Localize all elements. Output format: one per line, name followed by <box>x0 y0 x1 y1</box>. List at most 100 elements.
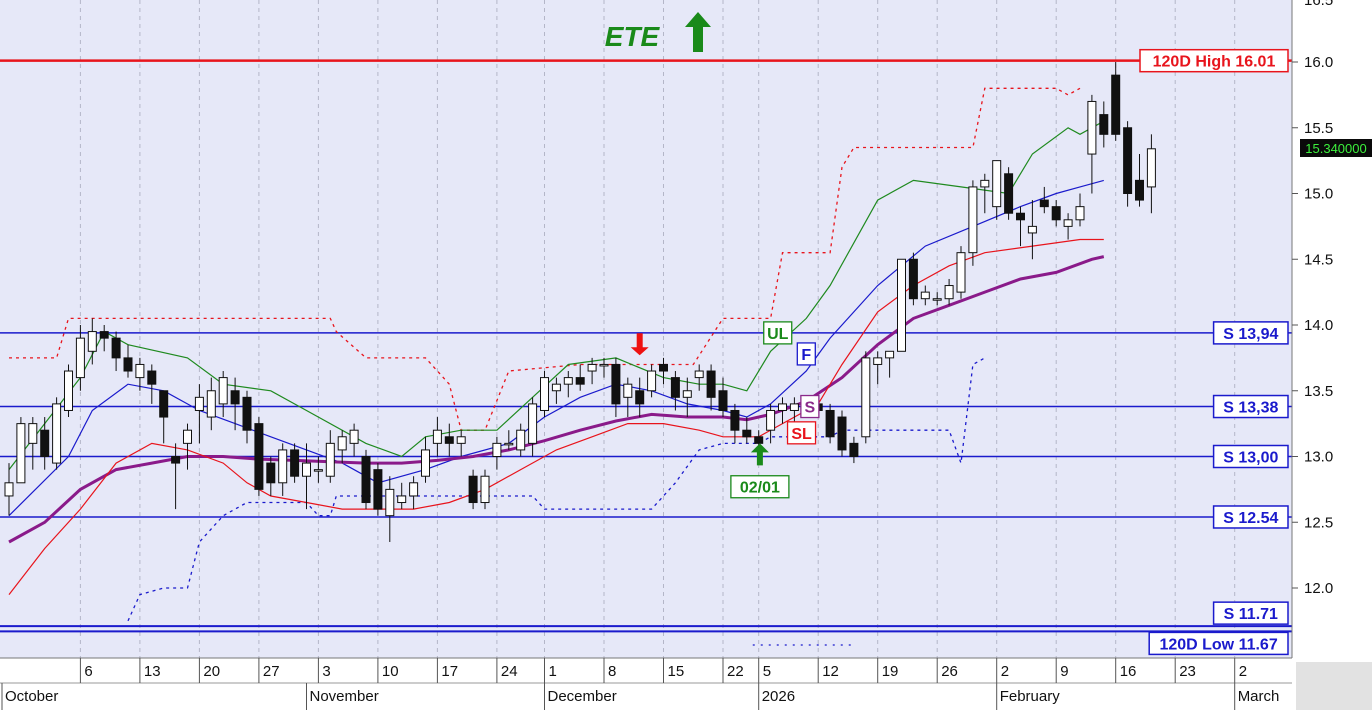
candle-81 <box>968 180 978 266</box>
x-tick-label-11: 22 <box>727 663 744 680</box>
candle-body-69 <box>825 409 835 438</box>
x-tick-label-4: 3 <box>322 663 330 680</box>
candle-body-83 <box>992 160 1002 208</box>
candle-body-36 <box>432 429 442 444</box>
candle-body-84 <box>1004 173 1014 214</box>
month-label-2: December <box>548 688 617 705</box>
level-label-text-4: S 12.54 <box>1223 510 1278 527</box>
candle-95 <box>1135 154 1144 207</box>
sell-arrow-icon <box>630 333 649 356</box>
candle-body-55 <box>659 363 668 372</box>
candle-body-38 <box>456 436 466 444</box>
candle-93 <box>1111 62 1121 141</box>
candle-body-5 <box>64 370 73 411</box>
level-label-text-0: 120D High 16.01 <box>1153 54 1276 71</box>
level-label-box-0 <box>1139 48 1289 73</box>
level-label-4: S 12.54 <box>1212 505 1289 529</box>
candle-94 <box>1123 121 1133 207</box>
candle-23 <box>278 443 288 496</box>
candle-41 <box>492 436 502 470</box>
candle-body-53 <box>635 390 645 405</box>
level-label-text-2: S 13,38 <box>1223 400 1278 417</box>
candle-body-44 <box>528 403 538 444</box>
candle-50 <box>599 357 609 378</box>
candle-body-52 <box>623 383 633 398</box>
x-tick-label-9: 8 <box>608 663 616 680</box>
grid <box>79 0 1236 658</box>
candle-27 <box>325 430 335 483</box>
candle-body-79 <box>944 285 954 300</box>
candle-body-70 <box>837 416 847 451</box>
month-label-5: March <box>1238 688 1280 705</box>
annotation-text-4: 02/01 <box>740 480 780 497</box>
candle-65 <box>778 397 787 424</box>
candle-47 <box>563 371 573 398</box>
candle-3 <box>40 417 50 470</box>
plot-background <box>0 0 1292 658</box>
chart-title: ETE <box>605 12 711 52</box>
candle-body-49 <box>587 363 597 372</box>
annotation-box-0 <box>763 321 793 345</box>
candle-body-82 <box>980 179 990 188</box>
candle-body-65 <box>778 403 787 411</box>
candle-17 <box>206 377 216 431</box>
candles <box>4 62 1156 542</box>
candle-60 <box>718 377 728 418</box>
candle-body-94 <box>1123 127 1133 194</box>
stop-line-0 <box>9 87 1081 431</box>
candle-body-29 <box>349 429 359 444</box>
candle-69 <box>825 403 835 444</box>
y-axis-panel <box>1292 0 1372 658</box>
candle-72 <box>861 351 871 444</box>
candle-44 <box>528 397 538 457</box>
x-tick-label-20: 2 <box>1239 663 1247 680</box>
candle-body-41 <box>492 442 502 458</box>
candle-18 <box>218 371 228 418</box>
candle-0 <box>4 463 14 516</box>
annotation-text-0: UL <box>767 326 789 343</box>
candle-body-15 <box>183 429 192 444</box>
y-tick-label-2: 13.0 <box>1304 449 1333 466</box>
candle-87 <box>1039 186 1049 214</box>
candle-body-26 <box>313 469 323 472</box>
x-tick-label-2: 20 <box>203 663 220 680</box>
candle-body-32 <box>385 488 395 517</box>
candle-body-27 <box>325 442 335 477</box>
candle-body-9 <box>111 337 121 359</box>
level-label-box-5 <box>1212 601 1289 625</box>
month-label-1: November <box>310 688 379 705</box>
candle-body-74 <box>885 350 895 359</box>
annotation-box-4 <box>730 475 790 499</box>
candle-body-95 <box>1135 179 1144 201</box>
candle-body-54 <box>647 370 657 392</box>
x-tick-label-3: 27 <box>263 663 280 680</box>
level-label-1: S 13,94 <box>1212 321 1289 345</box>
y-tick-label-top: 16.5 <box>1304 0 1333 9</box>
annotation-4: 02/01 <box>730 475 790 499</box>
candle-body-18 <box>218 377 228 405</box>
candle-body-7 <box>87 331 97 352</box>
candle-body-47 <box>563 377 573 385</box>
level-label-box-6 <box>1148 631 1289 656</box>
candle-22 <box>266 456 276 496</box>
annotation-text-3: SL <box>791 426 812 443</box>
candle-20 <box>242 390 252 444</box>
candle-43 <box>516 423 526 457</box>
x-tick-label-14: 19 <box>882 663 899 680</box>
candle-body-25 <box>302 462 311 477</box>
candle-70 <box>837 410 847 457</box>
candle-88 <box>1051 200 1061 227</box>
annotation-2: S <box>800 394 820 419</box>
candle-82 <box>980 173 990 214</box>
candle-71 <box>849 436 859 464</box>
x-tick-label-8: 1 <box>549 663 557 680</box>
x-tick-label-18: 16 <box>1120 663 1137 680</box>
candle-6 <box>75 325 85 391</box>
candle-body-91 <box>1087 100 1097 155</box>
level-label-box-1 <box>1212 321 1289 345</box>
candle-body-76 <box>908 258 918 300</box>
candle-body-1 <box>16 423 26 484</box>
candle-body-14 <box>171 456 181 464</box>
candle-body-77 <box>920 291 930 300</box>
